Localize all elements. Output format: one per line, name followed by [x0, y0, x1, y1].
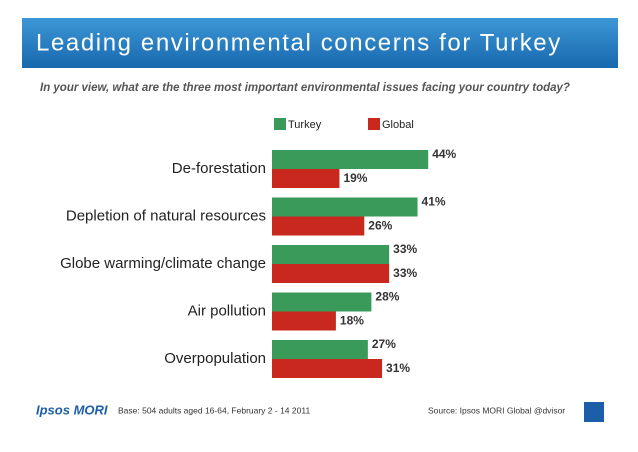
- value-label: 26%: [368, 219, 392, 233]
- bar: [272, 340, 368, 359]
- source-note: Source: Ipsos MORI Global @dvisor: [428, 405, 565, 415]
- category-label: Depletion of natural resources: [66, 207, 266, 224]
- bar: [272, 245, 390, 264]
- legend-label: Global: [382, 119, 414, 131]
- category-label: Overpopulation: [164, 350, 266, 367]
- value-label: 31%: [386, 361, 410, 375]
- base-note: Base: 504 adults aged 16-64, February 2 …: [118, 405, 310, 415]
- chart-title: Leading environmental concerns for Turke…: [36, 29, 562, 56]
- value-label: 33%: [393, 266, 417, 280]
- bar: [272, 292, 372, 312]
- category-label: Globe warming/climate change: [60, 255, 266, 272]
- bar: [272, 197, 418, 217]
- value-label: 27%: [372, 337, 396, 351]
- legend-swatch: [368, 118, 380, 130]
- bar: [272, 150, 429, 169]
- value-label: 19%: [343, 171, 367, 185]
- category-label: De-forestation: [172, 160, 266, 177]
- category-label: Air pollution: [188, 302, 266, 319]
- value-label: 18%: [340, 314, 364, 328]
- bar: [272, 169, 340, 188]
- legend-swatch: [274, 118, 286, 130]
- logo-box: [584, 402, 604, 422]
- legend-label: Turkey: [288, 119, 322, 131]
- logo: Ipsos MORI: [36, 402, 108, 417]
- value-label: 44%: [432, 147, 456, 161]
- value-label: 33%: [393, 242, 417, 256]
- subtitle: In your view, what are the three most im…: [40, 82, 570, 94]
- bar: [272, 264, 390, 283]
- bar: [272, 216, 365, 236]
- value-label: 41%: [422, 195, 446, 209]
- value-label: 28%: [375, 290, 399, 304]
- title-band: [22, 18, 618, 68]
- bar: [272, 359, 383, 378]
- bar: [272, 311, 336, 331]
